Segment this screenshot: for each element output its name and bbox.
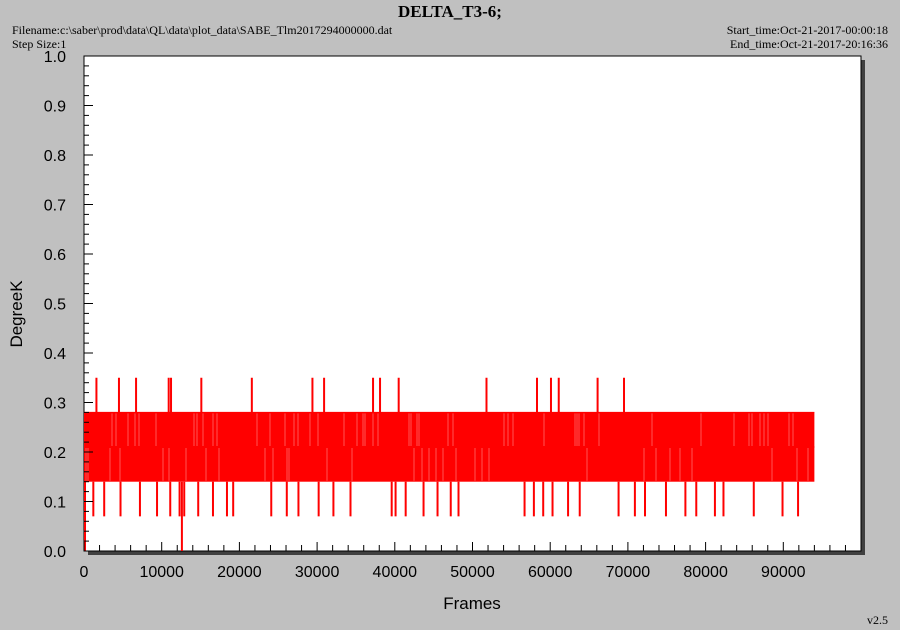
series-layer [84, 377, 815, 551]
x-tick-label: 30000 [295, 564, 340, 581]
x-tick-label: 50000 [450, 564, 495, 581]
x-tick-label: 60000 [528, 564, 573, 581]
x-tick-label: 0 [80, 564, 89, 581]
y-tick-label: 1.0 [44, 49, 66, 66]
y-tick-label: 0.2 [44, 445, 66, 462]
x-tick-label: 40000 [373, 564, 418, 581]
x-tick-label: 70000 [606, 564, 651, 581]
file-info: Filename:c:\saber\prod\data\QL\data\plot… [12, 23, 392, 51]
x-axis-label: Frames [443, 594, 501, 613]
x-tick-label: 20000 [217, 564, 262, 581]
step-size-label: Step Size:1 [12, 37, 67, 51]
version-label: v2.5 [867, 613, 888, 627]
y-axis-label: DegreeK [7, 280, 26, 348]
y-tick-label: 0.8 [44, 148, 66, 165]
y-tick-label: 0.1 [44, 495, 66, 512]
start-time-label: Start_time:Oct-21-2017-00:00:18 [726, 23, 888, 37]
x-tick-label: 80000 [683, 564, 728, 581]
y-tick-label: 0.5 [44, 297, 66, 314]
end-time-label: End_time:Oct-21-2017-20:16:36 [730, 37, 888, 51]
y-tick-label: 0.9 [44, 99, 66, 116]
y-tick-label: 0.7 [44, 198, 66, 215]
ticks-layer: 0.0 0.1 0.2 0.3 0.4 0.5 0.6 0.7 0.8 0.9 1.0 0 10000 2… [44, 49, 846, 581]
time-info: Start_time:Oct-21-2017-00:00:18 End_time… [727, 23, 888, 51]
y-tick-label: 0.6 [44, 247, 66, 264]
x-tick-label: 90000 [761, 564, 806, 581]
chart-title: DELTA_T3-6; [398, 2, 502, 21]
y-tick-label: 0.0 [44, 544, 66, 561]
filename-label: Filename:c:\saber\prod\data\QL\data\plot… [12, 23, 393, 37]
x-tick-label: 10000 [139, 564, 184, 581]
y-tick-label: 0.3 [44, 396, 66, 413]
y-tick-label: 0.4 [44, 346, 66, 363]
